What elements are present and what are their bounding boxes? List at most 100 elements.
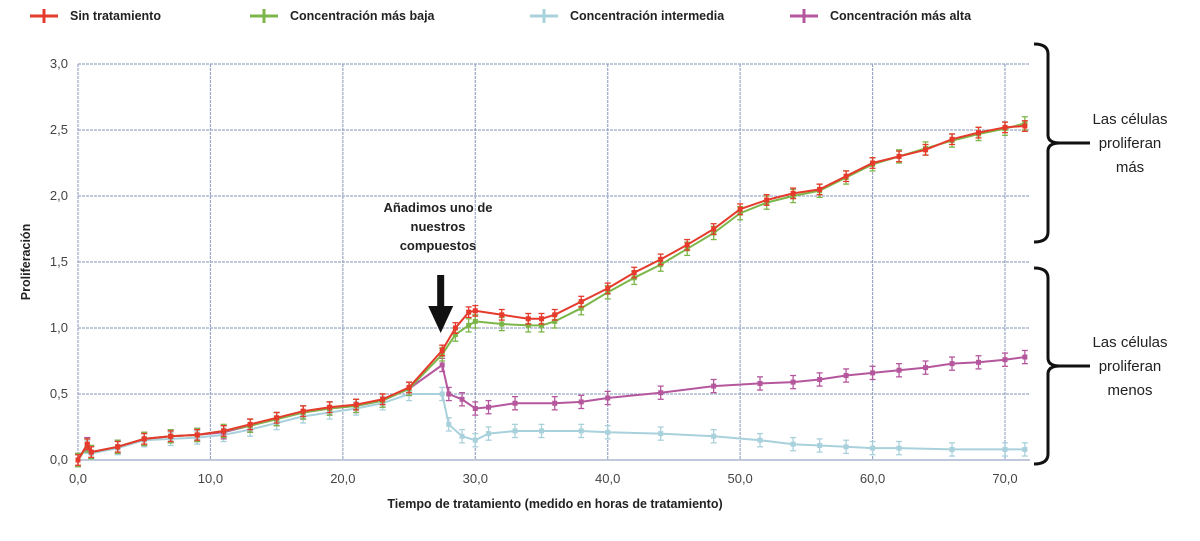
data-point [525, 316, 531, 322]
legend-label: Concentración intermedia [570, 9, 725, 23]
data-point [539, 316, 544, 322]
data-point [578, 399, 584, 405]
lower-group-text: menos [1107, 382, 1152, 399]
data-point [790, 190, 796, 196]
data-point [446, 391, 452, 397]
data-point [817, 376, 823, 382]
data-point [446, 421, 452, 427]
data-point [499, 312, 505, 318]
data-point [327, 404, 333, 410]
data-point [439, 362, 445, 368]
data-point [605, 395, 611, 401]
data-point [658, 256, 664, 262]
data-point [512, 428, 518, 434]
data-point [499, 321, 505, 327]
data-point [658, 390, 664, 396]
data-point [896, 367, 902, 373]
data-point [552, 312, 558, 318]
data-point [757, 380, 763, 386]
data-point [949, 361, 955, 367]
data-point [1002, 124, 1008, 130]
data-point [631, 270, 637, 276]
arrow-annotation-text: compuestos [400, 238, 477, 253]
series-2 [75, 386, 1028, 468]
data-point [923, 147, 929, 153]
y-tick-label: 0,5 [50, 386, 68, 401]
data-point [141, 436, 147, 442]
y-tick-label: 2,5 [50, 122, 68, 137]
upper-group-text: proliferan [1099, 135, 1162, 152]
data-point [843, 373, 849, 379]
data-point [380, 396, 386, 402]
data-point [870, 160, 876, 166]
data-point [552, 318, 558, 324]
data-point [88, 449, 94, 455]
data-point [472, 406, 478, 412]
data-point [472, 318, 478, 324]
data-point [466, 309, 472, 315]
data-point [439, 391, 445, 397]
data-point [578, 299, 584, 305]
y-tick-label: 3,0 [50, 56, 68, 71]
data-point [552, 400, 558, 406]
lower-brace [1033, 266, 1061, 466]
y-axis-label: Proliferación [19, 224, 33, 300]
data-point [790, 441, 796, 447]
data-point [406, 384, 412, 390]
data-point [194, 432, 200, 438]
arrow-annotation-text: nuestros [411, 219, 466, 234]
legend-label: Concentración más alta [830, 9, 972, 23]
legend-label: Sin tratamiento [70, 9, 161, 23]
y-tick-label: 2,0 [50, 188, 68, 203]
data-point [486, 431, 492, 437]
data-point [512, 400, 518, 406]
data-point [658, 431, 664, 437]
arrow-annotation-text: Añadimos uno de [383, 200, 492, 215]
x-tick-label: 40,0 [595, 471, 620, 486]
data-point [300, 408, 306, 414]
data-point [539, 322, 544, 328]
data-point [711, 383, 717, 389]
data-point [472, 437, 478, 443]
data-point [539, 428, 544, 434]
data-point [949, 136, 955, 142]
x-tick-label: 30,0 [463, 471, 488, 486]
data-point [452, 325, 458, 331]
data-point [896, 153, 902, 159]
x-tick-label: 60,0 [860, 471, 885, 486]
data-point [711, 226, 717, 232]
lower-group-text: Las células [1092, 334, 1167, 351]
data-point [764, 197, 770, 203]
data-point [737, 206, 743, 212]
data-point [168, 433, 174, 439]
data-point [896, 445, 902, 451]
data-point [353, 402, 359, 408]
data-point [976, 359, 982, 365]
legend-item-1: Concentración más baja [250, 9, 436, 23]
data-point [843, 173, 849, 179]
data-point [684, 242, 690, 248]
data-point [274, 415, 280, 421]
legend-item-0: Sin tratamiento [30, 9, 161, 23]
data-point [711, 433, 717, 439]
data-point [439, 347, 445, 353]
data-point [452, 332, 458, 338]
data-point [870, 445, 876, 451]
data-point [459, 433, 465, 439]
data-point [578, 305, 584, 311]
data-point [817, 442, 823, 448]
upper-group-text: Las células [1092, 111, 1167, 128]
x-tick-label: 20,0 [330, 471, 355, 486]
data-point [221, 428, 227, 434]
series-0 [75, 120, 1028, 466]
data-point [843, 444, 849, 450]
data-point [1002, 357, 1008, 363]
data-point [486, 404, 492, 410]
data-point [525, 322, 531, 328]
upper-brace [1033, 42, 1061, 244]
data-point [1022, 123, 1028, 129]
data-point [466, 322, 472, 328]
data-point [1002, 446, 1008, 452]
data-point [247, 421, 253, 427]
data-point [870, 370, 876, 376]
